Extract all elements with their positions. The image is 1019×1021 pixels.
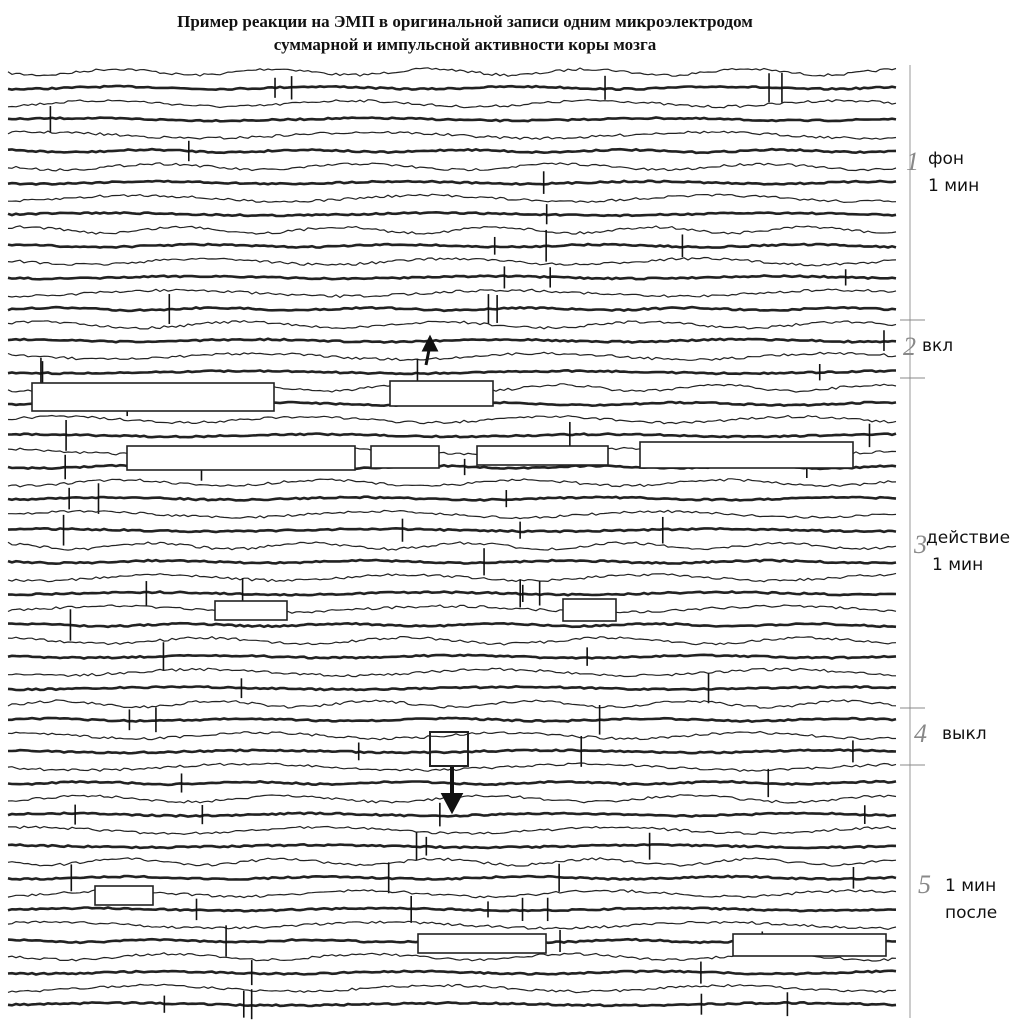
highlight-box — [126, 445, 356, 471]
eeg-trace — [7, 920, 897, 931]
recording-traces — [7, 67, 897, 1020]
eeg-trace — [8, 509, 897, 520]
highlight-box — [31, 382, 275, 412]
section-number: 2 — [903, 332, 916, 361]
section-label: после — [945, 903, 997, 923]
highlight-box — [370, 445, 440, 469]
eeg-trace — [8, 193, 897, 204]
title-line: суммарной и импульсной активности коры м… — [274, 35, 657, 54]
unit-trace — [7, 1000, 897, 1008]
title-line: Пример реакции на ЭМП в оригинальной зап… — [177, 12, 753, 31]
eeg-trace — [7, 825, 896, 836]
section-number: 4 — [914, 719, 927, 748]
eeg-trace — [7, 478, 897, 488]
section-number: 5 — [918, 870, 931, 899]
eeg-trace — [7, 636, 897, 646]
unit-trace — [8, 748, 897, 755]
eeg-trace — [7, 98, 897, 109]
eeg-trace — [7, 256, 897, 267]
section-label: 1 мин — [932, 555, 983, 575]
eeg-trace — [7, 319, 897, 330]
highlight-box — [639, 441, 854, 469]
unit-trace — [7, 274, 897, 281]
section-label: 1 мин — [928, 176, 979, 196]
unit-trace — [7, 147, 897, 155]
section-label: вкл — [922, 336, 953, 356]
unit-trace — [7, 368, 896, 376]
unit-trace — [7, 906, 897, 913]
unit-trace — [7, 179, 897, 186]
eeg-trace — [7, 889, 897, 899]
event-box — [429, 731, 469, 767]
eeg-trace — [7, 288, 897, 299]
unit-trace — [7, 811, 897, 818]
section-label: 1 мин — [945, 876, 996, 896]
eeg-trace — [7, 857, 897, 867]
eeg-trace — [7, 541, 897, 551]
eeg-trace — [7, 572, 897, 583]
section-label: фон — [928, 149, 964, 169]
section-label: действие — [926, 528, 1010, 548]
unit-trace — [7, 653, 897, 660]
unit-trace — [7, 210, 897, 218]
highlight-box — [417, 933, 547, 954]
eeg-trace — [8, 667, 896, 678]
eeg-trace — [7, 162, 897, 172]
eeg-trace — [7, 699, 897, 709]
highlight-box — [562, 598, 617, 622]
eeg-trace — [7, 604, 897, 614]
eeg-trace — [7, 130, 897, 141]
section-number: 3 — [913, 530, 927, 559]
unit-trace — [7, 684, 897, 692]
arrow — [421, 334, 439, 366]
highlight-box — [214, 600, 288, 621]
eeg-trace — [7, 351, 897, 362]
unit-trace — [7, 526, 897, 534]
unit-trace — [7, 305, 897, 313]
unit-trace — [7, 432, 897, 439]
unit-trace — [7, 969, 897, 976]
eeg-trace — [7, 983, 897, 994]
unit-trace — [7, 116, 897, 123]
unit-trace — [7, 84, 897, 92]
highlight-box — [389, 380, 494, 407]
section-number: 1 — [906, 147, 919, 176]
unit-trace — [7, 590, 897, 597]
unit-trace — [8, 621, 897, 629]
eeg-trace — [8, 225, 897, 235]
eeg-trace — [7, 67, 897, 77]
unit-trace — [7, 558, 897, 566]
unit-trace — [7, 842, 897, 850]
arrow — [440, 765, 464, 815]
highlight-box — [732, 933, 887, 957]
eeg-trace — [7, 414, 897, 425]
highlight-box — [94, 885, 154, 906]
unit-trace — [7, 495, 897, 502]
unit-trace — [7, 337, 897, 344]
highlight-box — [476, 445, 609, 466]
section-label: выкл — [942, 724, 987, 744]
eeg-trace — [7, 730, 896, 741]
unit-trace — [7, 242, 897, 249]
unit-trace — [7, 874, 897, 881]
